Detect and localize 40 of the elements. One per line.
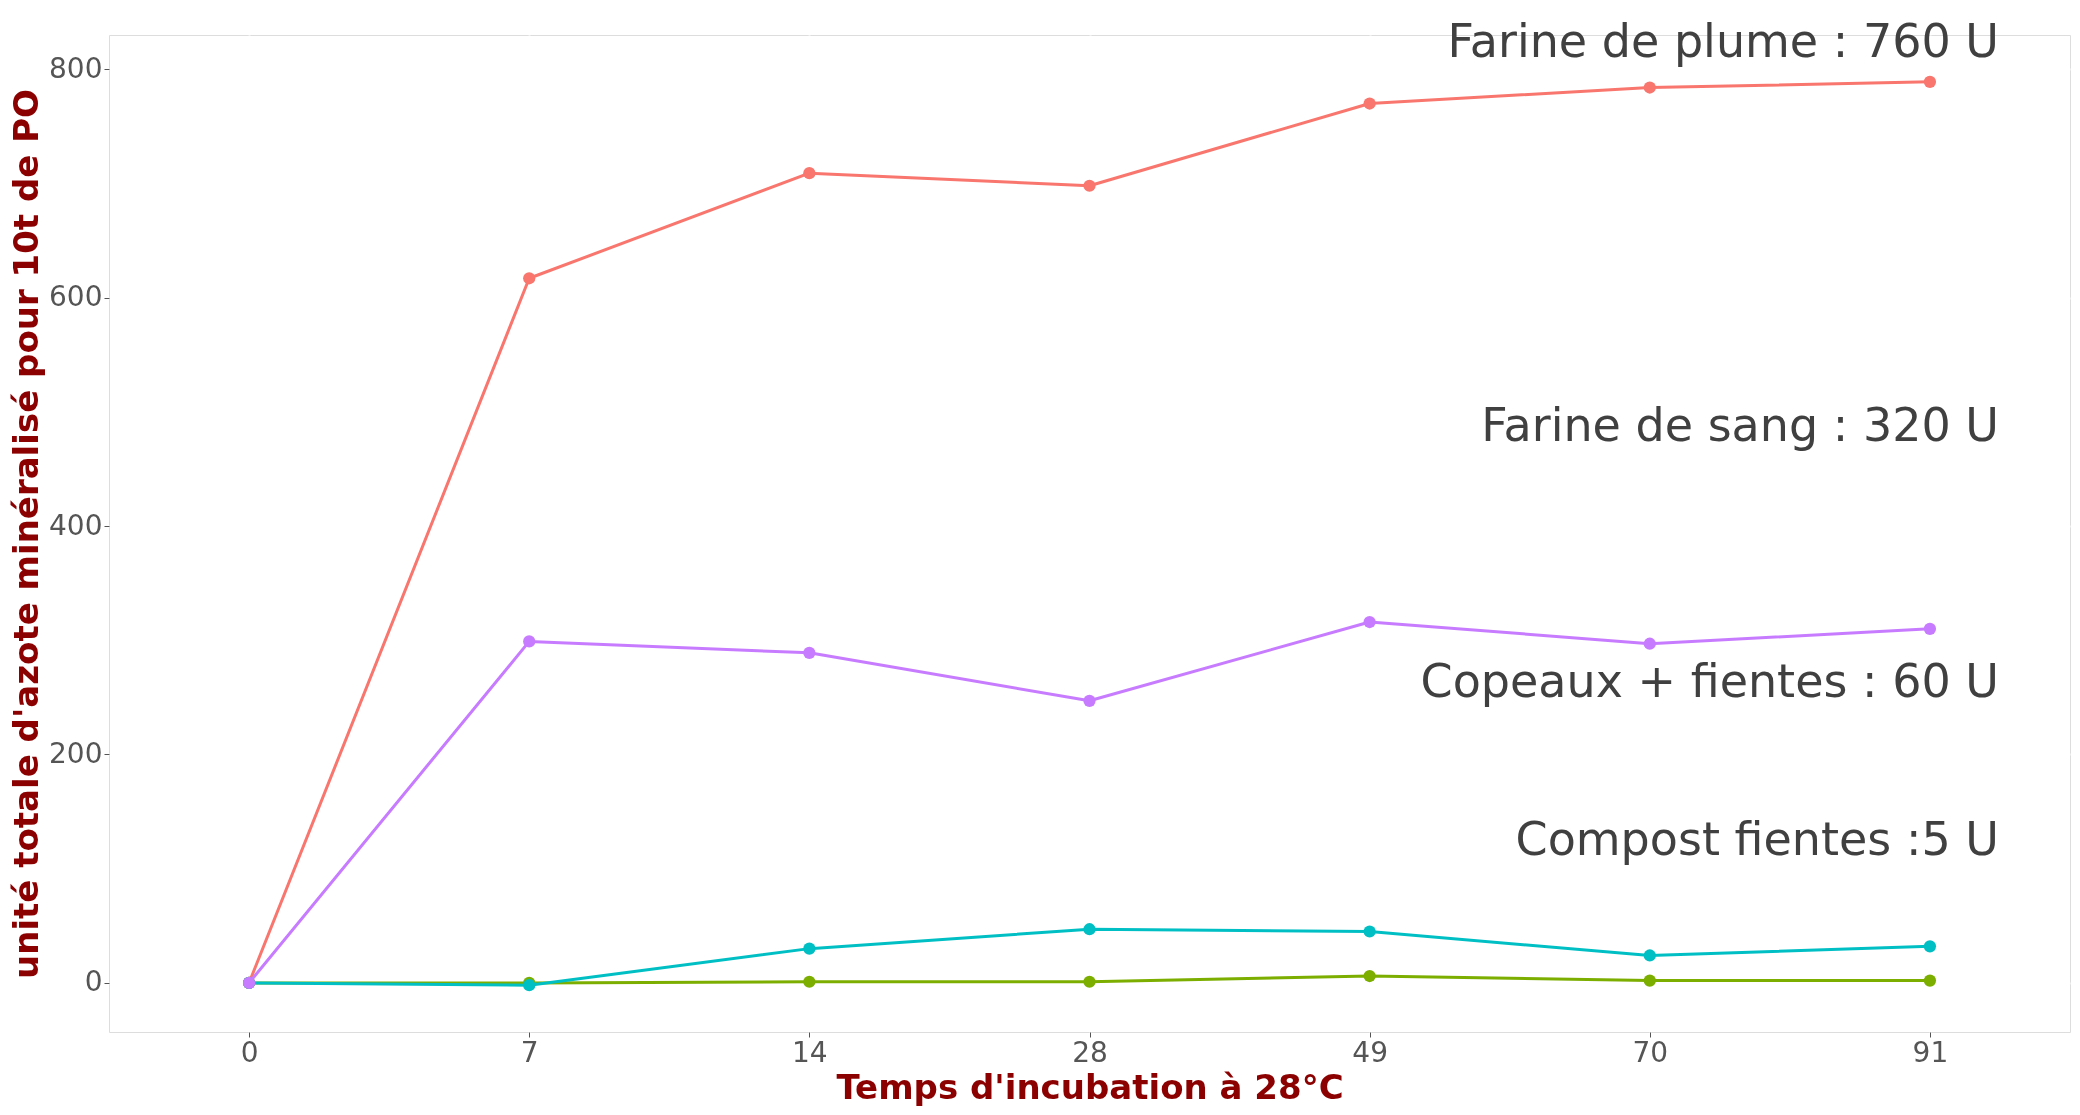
point [803, 975, 816, 988]
point [803, 167, 816, 180]
point [1643, 81, 1656, 94]
point [1363, 615, 1376, 629]
y-tick-label: 600 [49, 280, 103, 314]
point [1083, 923, 1096, 936]
y-tick-label: 200 [49, 736, 103, 770]
point [1923, 940, 1937, 953]
annotation: Farine de plume : 760 U [1447, 14, 1999, 68]
x-tick-label: 14 [792, 1035, 828, 1069]
annotation: Compost fientes :5 U [1515, 811, 1999, 866]
x-tick-label: 91 [1912, 1035, 1949, 1069]
annotation: Farine de sang : 320 U [1481, 398, 1999, 453]
point [1923, 622, 1937, 635]
y-tick-label: 0 [84, 965, 103, 999]
point [523, 272, 536, 285]
point [1363, 925, 1376, 938]
point [1643, 949, 1656, 962]
x-tick-label: 7 [520, 1035, 539, 1069]
point [803, 646, 816, 659]
point [803, 942, 816, 955]
y-axis-title: unité totale d'azote minéralisé pour 10t de PO [6, 88, 47, 980]
annotation: Copeaux + fientes : 60 U [1420, 654, 1999, 709]
point [1083, 694, 1096, 707]
point [1643, 974, 1656, 987]
y-tick-label: 400 [49, 508, 103, 542]
point [1643, 637, 1656, 650]
x-axis-title: Temps d'incubation à 28°C [836, 1066, 1344, 1107]
x-tick-label: 70 [1632, 1035, 1669, 1069]
point [1923, 75, 1937, 88]
point [1083, 179, 1096, 192]
x-tick-label: 49 [1352, 1035, 1388, 1069]
x-tick-label: 0 [240, 1035, 259, 1069]
x-tick-label: 28 [1072, 1035, 1108, 1069]
point [1363, 97, 1376, 110]
point [1363, 969, 1376, 983]
point [1083, 975, 1096, 988]
y-tick-label: 800 [49, 51, 103, 85]
point [523, 635, 536, 648]
point [1923, 974, 1937, 987]
